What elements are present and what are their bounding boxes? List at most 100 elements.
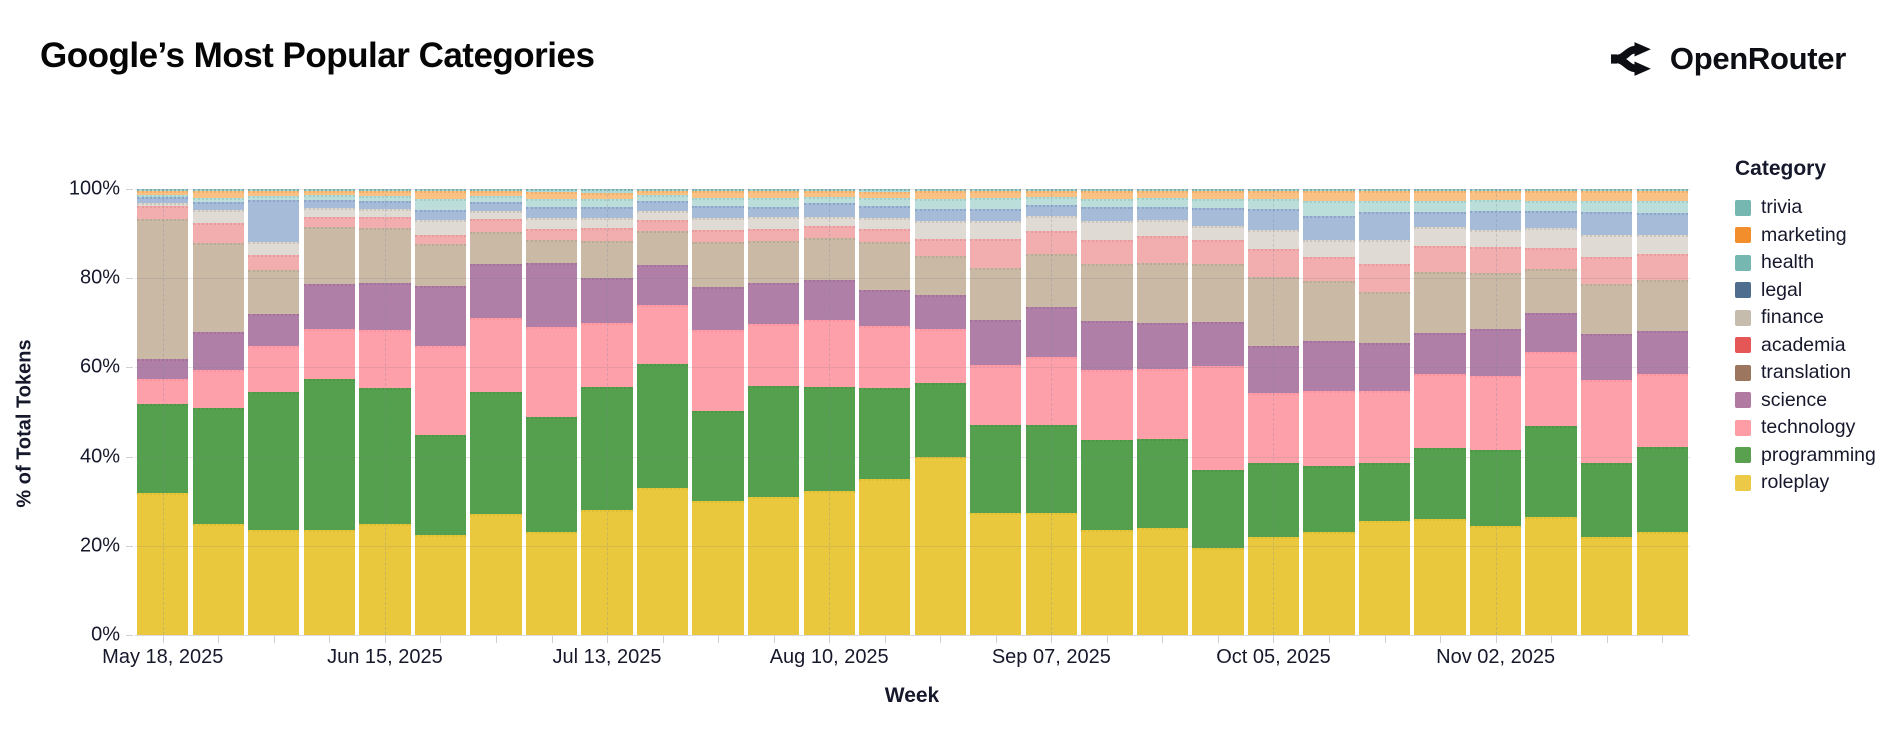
segment-marketing[interactable] (1247, 191, 1300, 199)
segment-academia[interactable] (914, 238, 966, 257)
segment-programming[interactable] (1636, 446, 1688, 533)
segment-health[interactable] (192, 197, 244, 203)
segment-health[interactable] (525, 198, 578, 207)
segment-marketing[interactable] (1303, 190, 1355, 201)
segment-legal[interactable] (803, 203, 855, 217)
segment-roleplay[interactable] (692, 501, 744, 635)
segment-roleplay[interactable] (192, 523, 244, 635)
segment-health[interactable] (636, 195, 689, 201)
segment-health[interactable] (470, 196, 522, 202)
segment-health[interactable] (1303, 200, 1355, 217)
segment-legal[interactable] (137, 196, 189, 204)
segment-legal[interactable] (1414, 211, 1466, 227)
segment-technology[interactable] (137, 378, 189, 404)
segment-programming[interactable] (192, 407, 244, 524)
segment-legal[interactable] (970, 208, 1022, 221)
segment-programming[interactable] (692, 411, 744, 502)
segment-academia[interactable] (1636, 254, 1688, 281)
segment-finance[interactable] (303, 208, 356, 217)
segment-health[interactable] (1414, 200, 1466, 212)
segment-marketing[interactable] (1469, 191, 1522, 200)
segment-roleplay[interactable] (1136, 528, 1189, 635)
segment-finance[interactable] (1469, 230, 1522, 247)
segment-marketing[interactable] (303, 190, 356, 196)
segment-finance[interactable] (1192, 225, 1244, 241)
segment-legal[interactable] (1358, 212, 1411, 240)
bar-week-aug-31-2025[interactable] (970, 189, 1022, 635)
segment-legal[interactable] (914, 208, 966, 221)
segment-legal[interactable] (636, 200, 689, 211)
segment-trivia[interactable] (581, 189, 633, 193)
segment-health[interactable] (1192, 199, 1244, 208)
segment-translation[interactable] (1414, 271, 1466, 333)
segment-trivia[interactable] (859, 189, 911, 192)
segment-health[interactable] (1469, 199, 1522, 212)
segment-marketing[interactable] (1192, 191, 1244, 200)
segment-academia[interactable] (192, 222, 244, 243)
segment-technology[interactable] (1525, 352, 1577, 427)
segment-marketing[interactable] (859, 191, 911, 199)
segment-academia[interactable] (1525, 248, 1577, 270)
segment-trivia[interactable] (636, 189, 689, 191)
segment-roleplay[interactable] (859, 479, 911, 635)
segment-health[interactable] (1525, 200, 1577, 211)
segment-roleplay[interactable] (1303, 532, 1355, 635)
segment-finance[interactable] (859, 217, 911, 230)
segment-translation[interactable] (1303, 280, 1355, 341)
bar-week-sep-07-2025[interactable] (1025, 188, 1077, 635)
segment-health[interactable] (303, 195, 356, 200)
brand-logo[interactable]: OpenRouter (1610, 36, 1846, 82)
segment-programming[interactable] (1081, 439, 1133, 531)
segment-finance[interactable] (692, 217, 744, 230)
legend-item-health[interactable]: health (1735, 249, 1880, 277)
segment-roleplay[interactable] (1525, 516, 1577, 635)
segment-health[interactable] (1358, 201, 1411, 213)
segment-science[interactable] (1192, 322, 1244, 367)
segment-technology[interactable] (1025, 357, 1077, 426)
segment-trivia[interactable] (137, 189, 189, 192)
segment-programming[interactable] (636, 364, 689, 489)
segment-technology[interactable] (581, 322, 633, 388)
segment-legal[interactable] (525, 206, 578, 219)
segment-health[interactable] (914, 198, 966, 209)
legend-item-science[interactable]: science (1735, 387, 1880, 415)
bar-week-aug-10-2025[interactable] (803, 188, 855, 635)
segment-trivia[interactable] (1081, 189, 1133, 192)
bar-week-jun-22-2025[interactable] (414, 189, 467, 635)
segment-trivia[interactable] (414, 189, 467, 192)
segment-translation[interactable] (1136, 262, 1189, 323)
segment-science[interactable] (470, 263, 522, 318)
segment-marketing[interactable] (1636, 190, 1688, 201)
legend-item-academia[interactable]: academia (1735, 332, 1880, 360)
segment-academia[interactable] (1358, 263, 1411, 292)
segment-academia[interactable] (1025, 231, 1077, 254)
segment-marketing[interactable] (581, 192, 633, 200)
segment-legal[interactable] (303, 199, 356, 209)
bar-week-aug-17-2025[interactable] (859, 189, 911, 635)
segment-science[interactable] (525, 262, 578, 328)
segment-science[interactable] (914, 294, 966, 329)
segment-technology[interactable] (1581, 380, 1633, 464)
segment-technology[interactable] (359, 329, 411, 388)
segment-technology[interactable] (1192, 366, 1244, 471)
legend-item-programming[interactable]: programming (1735, 442, 1880, 470)
segment-academia[interactable] (1192, 240, 1244, 265)
segment-academia[interactable] (414, 234, 467, 244)
legend-item-finance[interactable]: finance (1735, 304, 1880, 332)
segment-trivia[interactable] (303, 188, 356, 191)
segment-programming[interactable] (970, 424, 1022, 513)
segment-translation[interactable] (1192, 264, 1244, 323)
segment-marketing[interactable] (1358, 191, 1411, 202)
bar-week-nov-09-2025[interactable] (1525, 189, 1577, 635)
segment-programming[interactable] (1581, 463, 1633, 537)
segment-science[interactable] (1525, 313, 1577, 353)
legend-item-translation[interactable]: translation (1735, 359, 1880, 387)
segment-technology[interactable] (248, 345, 300, 393)
bar-week-jun-15-2025[interactable] (359, 189, 411, 635)
segment-academia[interactable] (470, 218, 522, 233)
segment-trivia[interactable] (1469, 189, 1522, 192)
bar-week-jul-13-2025[interactable] (581, 189, 633, 635)
segment-health[interactable] (859, 198, 911, 206)
segment-legal[interactable] (1247, 209, 1300, 231)
segment-marketing[interactable] (970, 191, 1022, 198)
